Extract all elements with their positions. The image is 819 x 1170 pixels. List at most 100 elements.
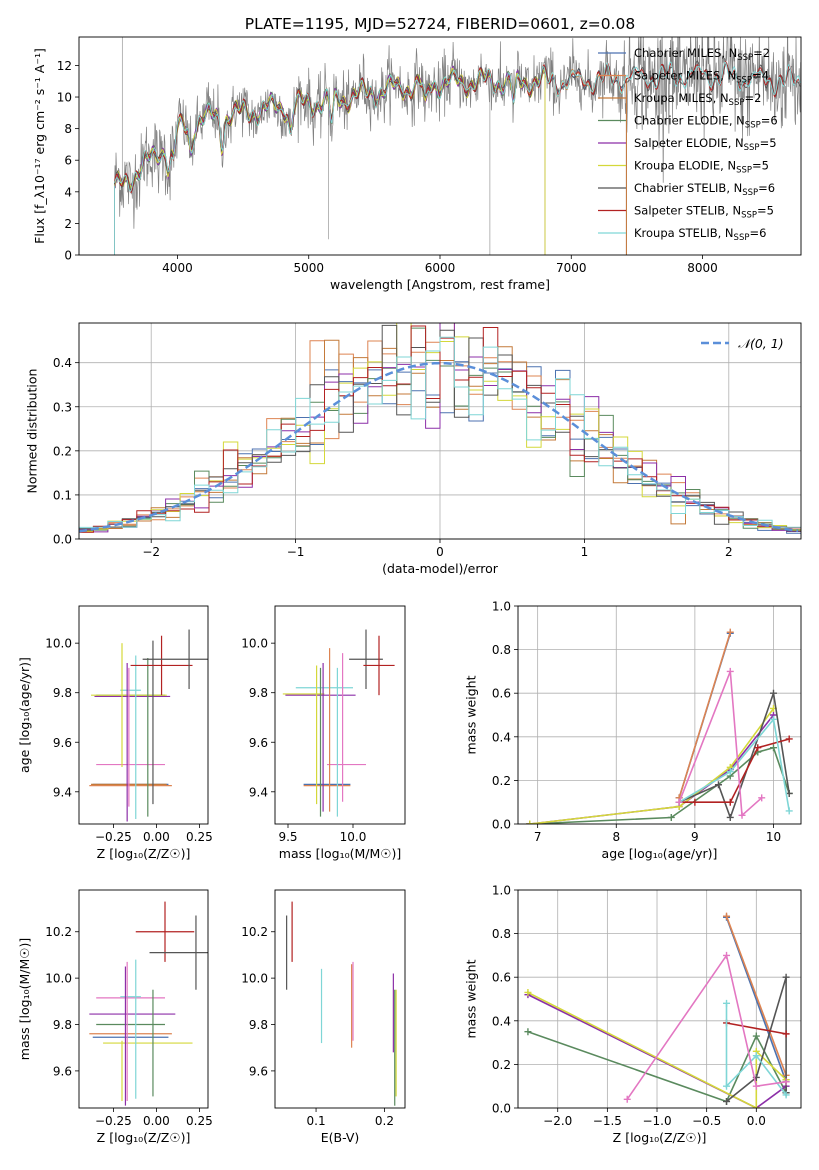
mass-weight-line [529, 708, 775, 824]
x-tick-label: 0.00 [143, 1114, 170, 1128]
legend-entry-label: Chabrier ELODIE, NSSP=6 [634, 114, 778, 131]
legend-entry-name: Kroupa MILES, N [634, 91, 729, 105]
x-tick-label: 0.1 [307, 1114, 326, 1128]
y-tick-label: 0.1 [53, 488, 72, 502]
mass-weight-marker [752, 1082, 760, 1090]
mass-weight-marker [623, 1095, 631, 1103]
y-tick-label: 9.8 [53, 1018, 72, 1032]
x-tick-label: 2 [725, 545, 733, 559]
x-axis-label: Z [log₁₀(Z/Z☉)] [97, 846, 191, 861]
x-tick-label: 10 [766, 830, 781, 844]
legend-entry-value: =6 [758, 181, 775, 195]
axes-frame [78, 36, 802, 256]
y-tick-label: 10.2 [45, 925, 72, 939]
legend-entry-value: =4 [752, 69, 769, 83]
mass-weight-marker [769, 689, 777, 697]
legend-entry-value: =2 [753, 46, 770, 60]
x-tick-label: 4000 [162, 261, 193, 275]
axes-frame [517, 889, 802, 1109]
y-tick-label: 6 [64, 154, 72, 168]
x-axis-label: (data-model)/error [382, 561, 499, 576]
y-tick-label: 9.8 [249, 1018, 268, 1032]
y-tick-label: 0 [64, 249, 72, 263]
y-tick-label: 9.8 [249, 686, 268, 700]
y-tick-label: 0.2 [492, 1058, 511, 1072]
y-tick-label: 0.3 [53, 400, 72, 414]
y-tick-label: 0.4 [53, 356, 72, 370]
y-tick-label: 0.6 [492, 971, 511, 985]
plot-area [89, 901, 208, 1106]
y-tick-label: 10.0 [45, 637, 72, 651]
y-tick-label: 0.0 [492, 1102, 511, 1116]
mass-weight-marker [667, 813, 675, 821]
axes-frame [274, 605, 406, 825]
legend-entry-name: Salpeter MILES, N [634, 69, 736, 83]
x-tick-label: −2 [142, 545, 160, 559]
x-axis-label: E(B-V) [321, 1130, 360, 1145]
plot-area [89, 629, 208, 822]
legend-entry-label: Chabrier MILES, NSSP=2 [634, 46, 770, 63]
x-axis-label: wavelength [Angstrom, rest frame] [330, 277, 550, 292]
panel-massweight_vs_Z: −2.0 −1.5 −1.0 −0.5 0.0 0.0 0.2 0.4 0.6 0.8 1.0 Z [… [464, 884, 802, 1145]
y-tick-label: 10 [57, 91, 72, 105]
legend-entry-name: Chabrier MILES, N [634, 46, 737, 60]
legend-entry-name: Kroupa ELODIE, N [634, 159, 736, 173]
legend-entry-name: Salpeter STELIB, N [634, 204, 741, 218]
mass-weight-line [678, 631, 732, 799]
y-tick-label: 9.4 [53, 785, 72, 799]
plot-area [282, 629, 395, 817]
mass-weight-marker [675, 798, 683, 806]
figure-title: PLATE=1195, MJD=52724, FIBERID=0601, z=0… [245, 15, 635, 33]
x-tick-label: 1 [581, 545, 589, 559]
mass-weight-marker [524, 988, 532, 996]
legend-entry-name: Chabrier STELIB, N [634, 181, 742, 195]
plot-area [526, 628, 793, 824]
x-tick-label: −1.5 [593, 1114, 622, 1128]
mass-weight-marker [785, 735, 793, 743]
x-tick-label: −2.0 [543, 1114, 572, 1128]
y-tick-label: 0.2 [492, 774, 511, 788]
x-tick-label: 0.00 [143, 830, 170, 844]
legend-entry-name: Salpeter ELODIE, N [634, 136, 744, 150]
x-tick-label: −0.5 [692, 1114, 721, 1128]
legend-entry-label: Kroupa MILES, NSSP=2 [634, 91, 761, 108]
x-tick-label: −1 [287, 545, 305, 559]
x-axis-label: mass [log₁₀(M/M☉)] [279, 846, 401, 861]
legend-entry-value: =5 [757, 204, 774, 218]
panel-age_vs_Z: −0.25 0.00 0.25 9.4 9.6 9.8 10.0 Z [log₁₀(Z/Z☉)… [17, 605, 213, 861]
panel-residuals: −2 −1 0 1 2 0.0 0.1 0.2 0.3 0.4 (data-model)/error… [25, 322, 802, 576]
legend-entry-subscript: SSP [736, 76, 752, 86]
axes-frame [78, 889, 209, 1109]
plot-area [524, 912, 790, 1108]
panel-spectrum: 4000 5000 6000 7000 8000 0 2 4 6 8 10 12 wavelength … [32, 36, 802, 292]
y-axis-label: Normed distribution [25, 369, 40, 494]
y-tick-label: 9.4 [249, 785, 268, 799]
legend-entry-subscript: SSP [745, 121, 761, 131]
mass-weight-marker [758, 794, 766, 802]
x-axis-label: Z [log₁₀(Z/Z☉)] [97, 1130, 191, 1145]
y-tick-label: 12 [57, 59, 72, 73]
y-tick-label: 10.0 [241, 637, 268, 651]
mass-weight-marker [782, 973, 790, 981]
y-tick-label: 1.0 [492, 884, 511, 898]
panel-mass_vs_EBV: 0.1 0.2 9.6 9.8 10.0 10.2 E(B-V) [241, 889, 406, 1145]
mass-weight-marker [723, 951, 731, 959]
y-axis-label: mass [log₁₀(M/M☉)] [17, 938, 32, 1060]
x-tick-label: 7 [534, 830, 542, 844]
x-tick-label: 8 [612, 830, 620, 844]
mass-weight-line [529, 746, 790, 824]
y-tick-label: 0.0 [492, 818, 511, 832]
legend-entry-name: Chabrier ELODIE, N [634, 114, 745, 128]
mass-weight-line [527, 993, 787, 1108]
mass-weight-marker [754, 744, 762, 752]
legend-entry-label: Chabrier STELIB, NSSP=6 [634, 181, 775, 198]
mass-weight-marker [782, 1078, 790, 1086]
mass-weight-line [678, 717, 790, 812]
x-tick-label: 10.0 [340, 830, 367, 844]
x-tick-label: 0.2 [375, 1114, 394, 1128]
mass-weight-marker [752, 1104, 760, 1108]
y-axis-label: Flux [f_λ10⁻¹⁷ erg cm⁻² s⁻¹ A⁻¹] [32, 48, 47, 244]
gaussian-curve [79, 361, 799, 533]
